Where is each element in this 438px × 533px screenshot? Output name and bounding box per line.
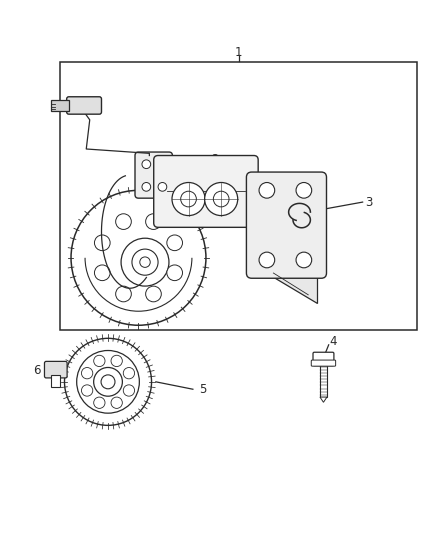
Circle shape [111, 356, 122, 367]
Circle shape [181, 191, 196, 207]
Circle shape [205, 182, 238, 215]
Text: 5: 5 [199, 383, 206, 395]
Circle shape [259, 182, 275, 198]
Circle shape [81, 385, 93, 396]
Circle shape [81, 368, 93, 379]
Circle shape [116, 214, 131, 229]
Circle shape [142, 160, 151, 168]
Circle shape [95, 265, 110, 280]
Circle shape [140, 257, 150, 268]
Circle shape [296, 182, 312, 198]
Circle shape [296, 252, 312, 268]
Circle shape [123, 368, 134, 379]
Circle shape [167, 235, 183, 251]
Circle shape [71, 190, 206, 325]
Text: 2: 2 [211, 154, 219, 166]
Circle shape [101, 375, 115, 389]
Circle shape [146, 214, 161, 229]
Circle shape [142, 182, 151, 191]
Circle shape [123, 385, 134, 396]
Circle shape [259, 252, 275, 268]
Polygon shape [260, 269, 317, 303]
FancyBboxPatch shape [135, 152, 173, 198]
Text: 4: 4 [329, 335, 337, 348]
Circle shape [121, 238, 169, 286]
Circle shape [158, 182, 167, 191]
Circle shape [172, 182, 205, 215]
Circle shape [95, 235, 110, 251]
Polygon shape [320, 397, 327, 402]
Text: 3: 3 [365, 196, 373, 208]
Circle shape [94, 367, 122, 396]
Circle shape [167, 265, 183, 280]
FancyBboxPatch shape [154, 156, 258, 228]
Bar [51, 375, 60, 387]
Bar [60, 62, 417, 329]
Bar [320, 365, 327, 397]
Circle shape [116, 286, 131, 302]
FancyBboxPatch shape [313, 352, 334, 366]
FancyBboxPatch shape [45, 361, 67, 378]
Circle shape [132, 249, 158, 275]
Circle shape [94, 356, 105, 367]
Bar [51, 100, 69, 111]
Circle shape [213, 191, 229, 207]
FancyBboxPatch shape [247, 172, 326, 278]
FancyBboxPatch shape [67, 97, 102, 114]
Circle shape [64, 338, 152, 425]
Circle shape [77, 351, 139, 413]
FancyBboxPatch shape [311, 360, 336, 366]
Text: 6: 6 [33, 365, 41, 377]
Circle shape [146, 286, 161, 302]
Circle shape [111, 397, 122, 408]
Text: 1: 1 [235, 46, 242, 59]
Circle shape [94, 397, 105, 408]
